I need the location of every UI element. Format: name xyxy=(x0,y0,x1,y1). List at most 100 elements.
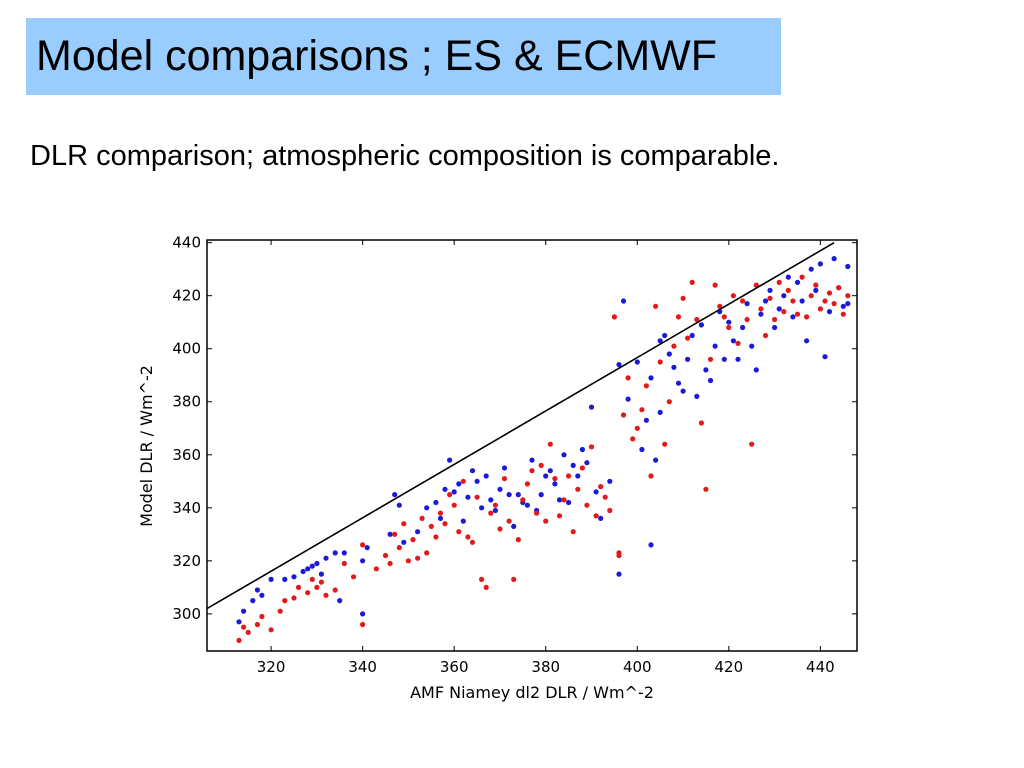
data-point xyxy=(428,523,434,530)
data-point xyxy=(465,494,471,500)
data-point xyxy=(387,560,393,567)
data-point xyxy=(575,473,581,479)
data-point xyxy=(437,510,444,516)
data-point xyxy=(639,407,645,413)
data-point xyxy=(259,613,265,620)
y-tick-label: 320 xyxy=(172,552,201,570)
data-point xyxy=(602,494,608,500)
data-point xyxy=(808,293,814,299)
data-point xyxy=(753,282,759,288)
data-point xyxy=(588,404,595,410)
data-point xyxy=(570,462,576,468)
data-point xyxy=(726,324,732,331)
data-point xyxy=(694,316,700,323)
data-point xyxy=(634,359,640,365)
data-point xyxy=(501,476,508,482)
data-point xyxy=(341,560,347,567)
series-points xyxy=(236,274,851,644)
data-point xyxy=(520,497,526,503)
data-point xyxy=(460,478,466,484)
data-point xyxy=(492,507,498,514)
data-point xyxy=(694,393,700,399)
x-tick-label: 320 xyxy=(257,658,286,676)
data-point xyxy=(840,303,846,309)
data-point xyxy=(483,584,489,591)
data-point xyxy=(817,306,824,312)
data-point xyxy=(241,608,247,614)
data-point xyxy=(556,513,563,519)
data-point xyxy=(598,515,604,522)
data-point xyxy=(442,521,448,527)
data-point xyxy=(337,598,343,604)
data-point xyxy=(506,518,512,524)
data-point xyxy=(552,476,558,482)
data-point xyxy=(703,367,709,373)
data-point xyxy=(584,502,590,508)
data-point xyxy=(822,354,828,360)
data-point xyxy=(740,298,746,304)
data-point xyxy=(543,518,549,524)
data-point xyxy=(790,298,796,304)
data-point xyxy=(836,285,842,291)
data-point xyxy=(282,576,288,583)
data-point xyxy=(419,515,425,522)
data-point xyxy=(405,558,411,564)
data-point xyxy=(318,579,324,585)
data-point xyxy=(360,611,366,617)
data-point xyxy=(309,563,315,569)
data-point xyxy=(314,560,320,567)
data-point xyxy=(360,558,366,564)
data-point xyxy=(662,332,668,339)
data-point xyxy=(497,486,503,492)
series-points xyxy=(236,256,851,625)
data-point xyxy=(566,473,572,479)
data-point xyxy=(442,486,448,492)
data-point xyxy=(790,314,796,320)
slide-subtitle: DLR comparison; atmospheric composition … xyxy=(30,140,780,172)
data-point xyxy=(781,293,787,299)
data-point xyxy=(831,256,837,262)
data-point xyxy=(392,492,398,498)
data-point xyxy=(382,552,389,559)
data-point xyxy=(657,338,663,344)
data-point xyxy=(360,621,366,628)
x-axis-ticks: 320 340 360 380 400 420 440 xyxy=(257,240,835,676)
data-point xyxy=(598,484,604,490)
data-point xyxy=(350,574,357,580)
data-point xyxy=(767,287,773,293)
data-point xyxy=(561,497,567,503)
data-point xyxy=(392,531,398,537)
data-point xyxy=(675,314,682,320)
data-point xyxy=(712,343,718,349)
data-point xyxy=(666,351,672,357)
data-point xyxy=(552,481,558,487)
data-point xyxy=(506,492,512,498)
data-point xyxy=(804,338,810,344)
data-point xyxy=(781,309,787,315)
reference-line-1to1 xyxy=(206,242,835,610)
data-point xyxy=(300,568,306,575)
data-point xyxy=(772,316,778,323)
data-point xyxy=(415,555,421,561)
data-point xyxy=(698,420,705,426)
data-point xyxy=(524,481,531,487)
data-point xyxy=(566,499,572,506)
data-point xyxy=(524,502,531,508)
data-point xyxy=(799,298,805,304)
data-point xyxy=(653,457,659,463)
data-point xyxy=(616,571,622,577)
data-point xyxy=(657,359,663,365)
data-point xyxy=(845,293,851,299)
data-point xyxy=(250,598,256,604)
data-point xyxy=(547,468,553,474)
data-point xyxy=(488,497,494,503)
data-point xyxy=(305,566,311,572)
data-point xyxy=(323,555,329,561)
data-point xyxy=(735,340,741,346)
data-point xyxy=(410,537,416,543)
y-tick-label: 300 xyxy=(172,605,201,623)
data-point xyxy=(538,492,544,498)
data-point xyxy=(698,322,705,328)
data-point xyxy=(648,375,654,381)
data-point xyxy=(689,332,695,339)
